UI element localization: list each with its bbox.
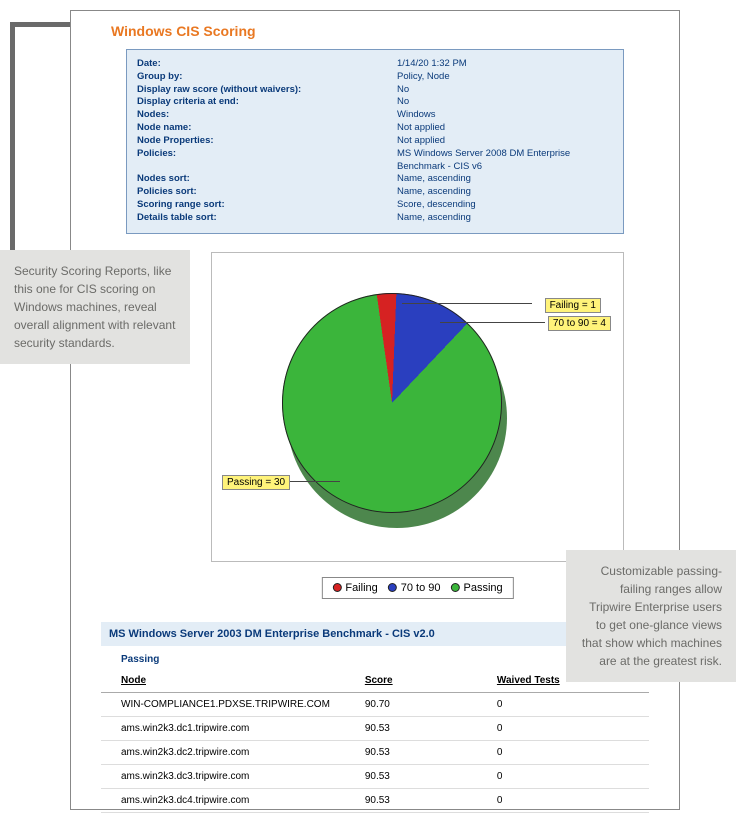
info-row: Policies:MS Windows Server 2008 DM Enter… <box>137 148 613 174</box>
slice-label-failing: Failing = 1 <box>545 298 601 313</box>
info-row: Nodes:Windows <box>137 109 613 122</box>
info-value: MS Windows Server 2008 DM Enterprise Ben… <box>397 148 613 174</box>
info-label: Scoring range sort: <box>137 199 397 212</box>
info-row: Details table sort:Name, ascending <box>137 212 613 225</box>
info-value: Name, ascending <box>397 212 613 225</box>
callout-left: Security Scoring Reports, like this one … <box>0 250 190 364</box>
cell-node: WIN-COMPLIANCE1.PDXSE.TRIPWIRE.COM <box>121 699 365 710</box>
info-row: Scoring range sort:Score, descending <box>137 199 613 212</box>
cell-waived: 0 <box>497 771 629 782</box>
report-criteria-box: Date:1/14/20 1:32 PMGroup by:Policy, Nod… <box>126 49 624 234</box>
info-label: Policies sort: <box>137 186 397 199</box>
table-row: ams.win2k3.dc1.tripwire.com90.530 <box>101 717 649 741</box>
info-label: Date: <box>137 58 397 71</box>
legend-dot <box>388 583 397 592</box>
table-row: ams.win2k3.dc3.tripwire.com90.530 <box>101 765 649 789</box>
info-value: Policy, Node <box>397 71 613 84</box>
info-label: Nodes: <box>137 109 397 122</box>
info-label: Details table sort: <box>137 212 397 225</box>
cell-node: ams.win2k3.dc3.tripwire.com <box>121 771 365 782</box>
info-value: Not applied <box>397 135 613 148</box>
legend-label: Passing <box>464 582 503 594</box>
page-title: Windows CIS Scoring <box>111 23 679 39</box>
legend-dot <box>451 583 460 592</box>
info-row: Node name:Not applied <box>137 122 613 135</box>
cell-score: 90.53 <box>365 747 497 758</box>
results-table: Node Score Waived Tests WIN-COMPLIANCE1.… <box>101 669 649 813</box>
info-value: Name, ascending <box>397 186 613 199</box>
info-row: Display raw score (without waivers):No <box>137 84 613 97</box>
legend-item: Failing <box>332 582 377 594</box>
slice-label-passing: Passing = 30 <box>222 475 290 490</box>
info-value: 1/14/20 1:32 PM <box>397 58 613 71</box>
info-value: No <box>397 96 613 109</box>
cell-node: ams.win2k3.dc4.tripwire.com <box>121 795 365 806</box>
table-row: ams.win2k3.dc4.tripwire.com90.530 <box>101 789 649 813</box>
cell-score: 90.70 <box>365 699 497 710</box>
legend-dot <box>332 583 341 592</box>
cell-node: ams.win2k3.dc2.tripwire.com <box>121 747 365 758</box>
table-row: ams.win2k3.dc2.tripwire.com90.530 <box>101 741 649 765</box>
cell-waived: 0 <box>497 747 629 758</box>
leader-failing <box>402 303 532 304</box>
info-row: Nodes sort:Name, ascending <box>137 173 613 186</box>
info-label: Node Properties: <box>137 135 397 148</box>
cell-node: ams.win2k3.dc1.tripwire.com <box>121 723 365 734</box>
info-label: Group by: <box>137 71 397 84</box>
pie-outline <box>282 293 502 513</box>
legend-item: Passing <box>451 582 503 594</box>
arrow-top-v <box>10 22 15 254</box>
cell-score: 90.53 <box>365 723 497 734</box>
info-label: Display raw score (without waivers): <box>137 84 397 97</box>
info-row: Date:1/14/20 1:32 PM <box>137 58 613 71</box>
col-score[interactable]: Score <box>365 675 497 686</box>
cell-waived: 0 <box>497 699 629 710</box>
leader-mid <box>440 322 545 323</box>
leader-passing <box>290 481 340 482</box>
legend-label: 70 to 90 <box>401 582 441 594</box>
legend-label: Failing <box>345 582 377 594</box>
table-row: WIN-COMPLIANCE1.PDXSE.TRIPWIRE.COM90.700 <box>101 693 649 717</box>
info-row: Policies sort:Name, ascending <box>137 186 613 199</box>
info-row: Node Properties:Not applied <box>137 135 613 148</box>
cell-score: 90.53 <box>365 771 497 782</box>
chart-legend: Failing 70 to 90 Passing <box>321 577 513 599</box>
info-label: Nodes sort: <box>137 173 397 186</box>
info-value: Windows <box>397 109 613 122</box>
callout-right: Customizable passing-failing ranges allo… <box>566 550 736 682</box>
info-value: Score, descending <box>397 199 613 212</box>
info-row: Display criteria at end:No <box>137 96 613 109</box>
report-panel: Windows CIS Scoring Date:1/14/20 1:32 PM… <box>70 10 680 810</box>
slice-label-mid: 70 to 90 = 4 <box>548 316 611 331</box>
info-row: Group by:Policy, Node <box>137 71 613 84</box>
cell-waived: 0 <box>497 795 629 806</box>
cell-waived: 0 <box>497 723 629 734</box>
col-node[interactable]: Node <box>121 675 365 686</box>
cell-score: 90.53 <box>365 795 497 806</box>
info-value: No <box>397 84 613 97</box>
info-value: Name, ascending <box>397 173 613 186</box>
info-label: Display criteria at end: <box>137 96 397 109</box>
info-value: Not applied <box>397 122 613 135</box>
legend-item: 70 to 90 <box>388 582 441 594</box>
pie-chart-box: Failing = 1 70 to 90 = 4 Passing = 30 Fa… <box>211 252 624 562</box>
info-label: Policies: <box>137 148 397 174</box>
info-label: Node name: <box>137 122 397 135</box>
